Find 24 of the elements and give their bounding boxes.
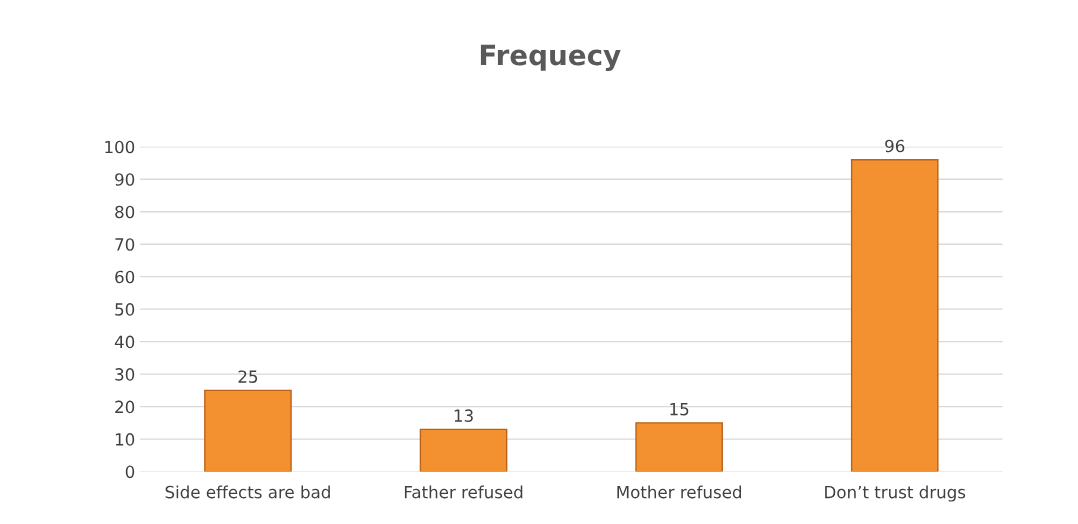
bar [635, 422, 723, 472]
x-tick-label: Father refused [404, 485, 523, 499]
data-label: 96 [885, 139, 905, 153]
y-tick-label: 80 [115, 205, 135, 219]
chart-title: Frequecy [480, 44, 621, 72]
x-tick-label: Mother refused [617, 485, 741, 499]
data-label: 13 [454, 409, 473, 422]
y-tick-label: 40 [114, 335, 135, 349]
y-tick-label: 60 [115, 270, 135, 284]
y-tick-label: 70 [115, 238, 135, 251]
y-tick-label: 30 [115, 368, 135, 381]
x-tick-label: Side effects are bad [165, 485, 330, 499]
y-tick-label: 90 [115, 173, 135, 186]
y-tick-label: 50 [115, 303, 135, 316]
y-tick-label: 0 [125, 465, 135, 479]
y-tick-label: 100 [105, 140, 135, 154]
bar [419, 428, 508, 472]
x-tick-label: Don’t trust drugs [825, 485, 966, 502]
bar [850, 159, 939, 472]
bar [204, 389, 292, 472]
y-tick-label: 10 [115, 433, 135, 446]
data-label: 25 [238, 370, 258, 383]
y-tick-label: 20 [115, 400, 135, 414]
data-label: 15 [670, 403, 689, 416]
